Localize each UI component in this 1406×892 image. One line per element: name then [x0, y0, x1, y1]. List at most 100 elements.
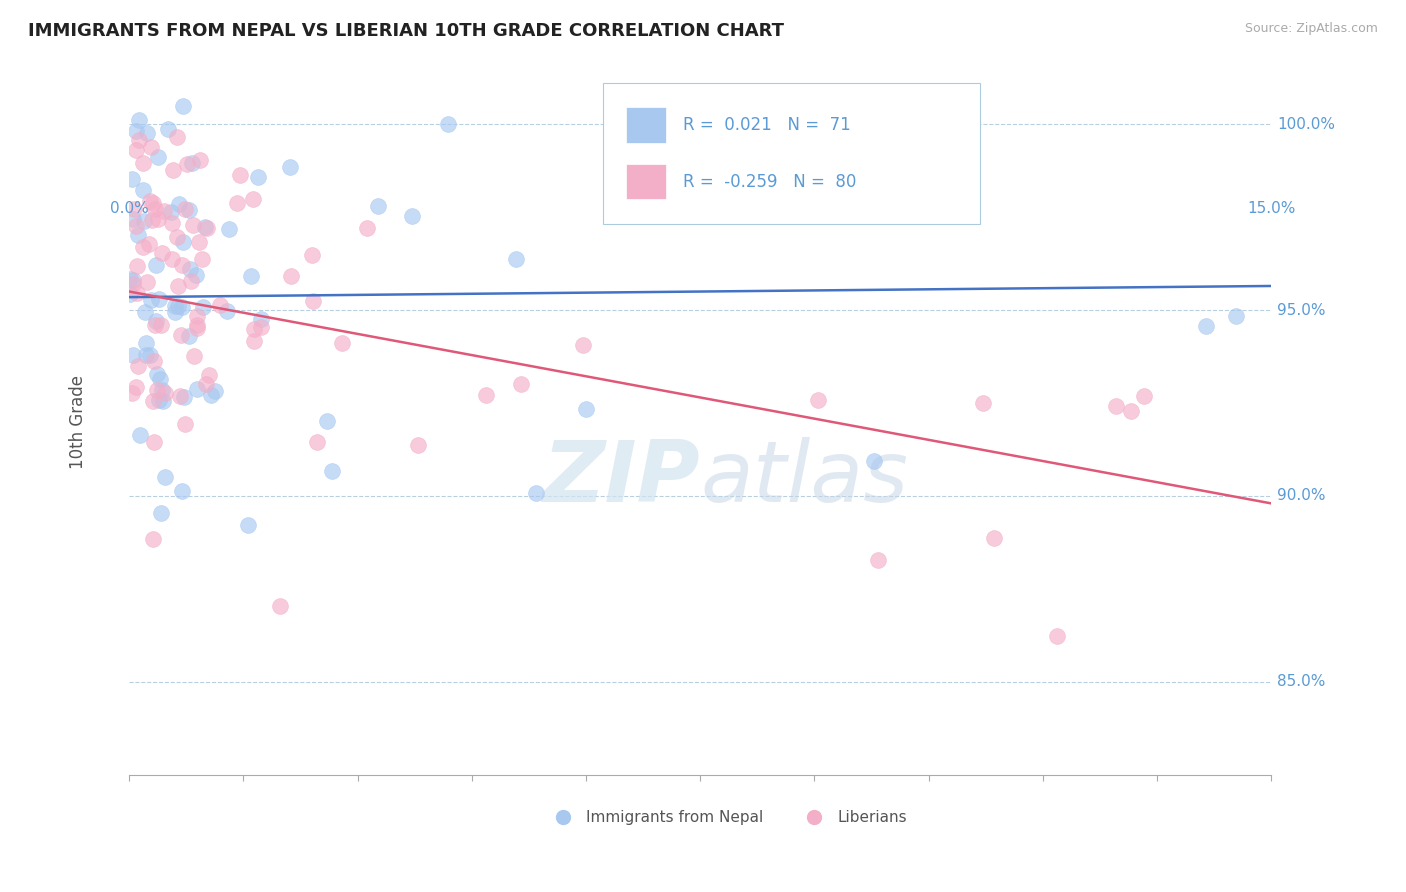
Point	[972, 396, 994, 410]
Point	[983, 531, 1005, 545]
Text: 95.0%: 95.0%	[1277, 302, 1326, 318]
Point	[121, 172, 143, 186]
Point	[194, 219, 217, 234]
Point	[367, 199, 389, 213]
Point	[146, 367, 169, 381]
Point	[176, 157, 198, 171]
Point	[141, 213, 163, 227]
Point	[1195, 318, 1218, 333]
Point	[152, 394, 174, 409]
Point	[250, 312, 273, 326]
Point	[181, 219, 204, 233]
Point	[1132, 389, 1154, 403]
Point	[129, 428, 152, 442]
Point	[198, 368, 221, 382]
Text: 15.0%: 15.0%	[1247, 201, 1295, 216]
FancyBboxPatch shape	[603, 83, 980, 224]
Point	[928, 175, 950, 189]
Point	[246, 170, 269, 185]
Point	[131, 156, 153, 170]
Point	[122, 277, 145, 291]
Point	[155, 386, 177, 401]
Point	[143, 202, 166, 216]
Point	[191, 300, 214, 314]
Text: IMMIGRANTS FROM NEPAL VS LIBERIAN 10TH GRADE CORRELATION CHART: IMMIGRANTS FROM NEPAL VS LIBERIAN 10TH G…	[28, 22, 785, 40]
Point	[134, 305, 156, 319]
Point	[118, 272, 141, 286]
Point	[183, 349, 205, 363]
Point	[169, 327, 191, 342]
Text: 0.0%: 0.0%	[110, 201, 149, 216]
Point	[226, 196, 249, 211]
Point	[167, 299, 190, 313]
Point	[122, 273, 145, 287]
Point	[200, 388, 222, 402]
Point	[136, 126, 159, 140]
Point	[173, 390, 195, 404]
Point	[321, 464, 343, 478]
Point	[135, 276, 157, 290]
Point	[868, 553, 890, 567]
Point	[135, 336, 157, 351]
Point	[765, 98, 787, 112]
Point	[188, 235, 211, 250]
Point	[143, 353, 166, 368]
Point	[186, 321, 208, 335]
Point	[209, 298, 232, 312]
Point	[125, 124, 148, 138]
Point	[186, 268, 208, 283]
Text: 90.0%: 90.0%	[1277, 489, 1326, 503]
Text: 100.0%: 100.0%	[1277, 117, 1336, 132]
Point	[475, 388, 498, 402]
Point	[188, 153, 211, 168]
Point	[145, 314, 167, 328]
Point	[148, 292, 170, 306]
Point	[204, 384, 226, 398]
Point	[125, 143, 148, 157]
Point	[229, 169, 252, 183]
Point	[149, 372, 172, 386]
Point	[172, 235, 194, 250]
Point	[121, 386, 143, 401]
Text: R =  -0.259   N =  80: R = -0.259 N = 80	[683, 172, 856, 191]
Point	[242, 192, 264, 206]
Point	[215, 303, 238, 318]
Point	[169, 389, 191, 403]
Point	[1046, 629, 1069, 643]
Point	[238, 518, 260, 533]
Bar	[626, 164, 666, 199]
Point	[166, 129, 188, 144]
Point	[165, 305, 187, 319]
Point	[242, 322, 264, 336]
Point	[157, 121, 180, 136]
Text: 10th Grade: 10th Grade	[69, 375, 87, 468]
Point	[143, 318, 166, 333]
Point	[510, 376, 533, 391]
Point	[160, 216, 183, 230]
Point	[180, 274, 202, 288]
Point	[170, 258, 193, 272]
Text: R =  0.021   N =  71: R = 0.021 N = 71	[683, 116, 851, 134]
Point	[186, 318, 208, 333]
Point	[280, 269, 302, 284]
Point	[125, 219, 148, 234]
Point	[150, 246, 173, 260]
Point	[278, 160, 301, 174]
Point	[125, 259, 148, 273]
Point	[194, 376, 217, 391]
Point	[356, 220, 378, 235]
Point	[142, 532, 165, 546]
Text: Source: ZipAtlas.com: Source: ZipAtlas.com	[1244, 22, 1378, 36]
Point	[239, 268, 262, 283]
Point	[149, 318, 172, 332]
Point	[935, 98, 957, 112]
Point	[139, 293, 162, 308]
Point	[807, 392, 830, 407]
Point	[1105, 399, 1128, 413]
Text: 85.0%: 85.0%	[1277, 674, 1326, 690]
Point	[174, 417, 197, 432]
Point	[249, 319, 271, 334]
Text: atlas: atlas	[700, 437, 908, 520]
Point	[146, 211, 169, 226]
Point	[153, 469, 176, 483]
